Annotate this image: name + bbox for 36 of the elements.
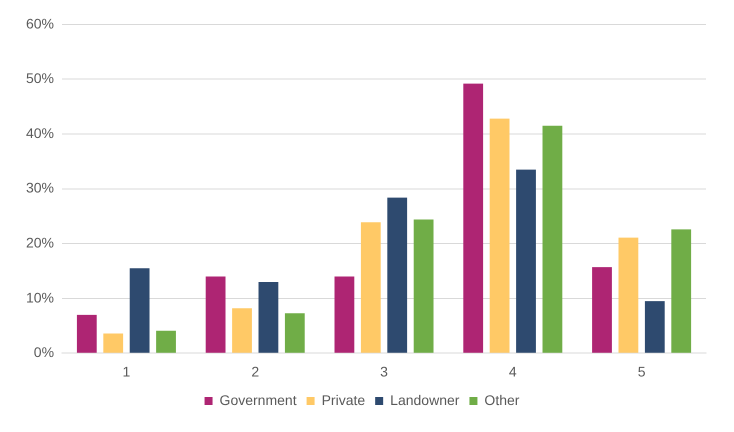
- bar: [258, 282, 278, 353]
- bar: [232, 308, 252, 353]
- x-tick-label: 4: [508, 363, 517, 380]
- y-tick-label: 0%: [34, 344, 54, 360]
- y-tick-label: 30%: [26, 180, 54, 196]
- bar: [156, 330, 176, 353]
- bar: [103, 333, 124, 353]
- y-tick-label: 50%: [26, 70, 54, 86]
- bar: [644, 301, 665, 353]
- bar: [130, 268, 150, 353]
- bar: [618, 238, 638, 353]
- bar: [592, 267, 612, 353]
- x-tick-label: 1: [122, 363, 131, 380]
- x-tick-label: 5: [638, 363, 646, 380]
- legend-label: Landowner: [390, 392, 460, 408]
- bar: [206, 276, 226, 353]
- bar: [334, 276, 354, 353]
- bar: [387, 198, 408, 353]
- bar: [542, 126, 562, 353]
- x-tick-label: 2: [251, 363, 260, 380]
- bar: [671, 229, 692, 353]
- legend-label: Private: [322, 392, 366, 408]
- y-tick-label: 10%: [26, 289, 54, 306]
- y-tick-label: 20%: [26, 234, 54, 250]
- legend-label: Other: [484, 392, 520, 408]
- y-tick-label: 60%: [26, 15, 54, 32]
- bar: [360, 222, 381, 353]
- bar: [516, 170, 536, 353]
- bar: [490, 118, 510, 353]
- x-tick-label: 3: [380, 363, 388, 380]
- bar: [463, 84, 484, 353]
- bar: [284, 313, 305, 353]
- legend-label: Government: [220, 392, 297, 408]
- y-tick-label: 40%: [26, 124, 54, 141]
- bar: [414, 219, 434, 353]
- bar: [76, 314, 97, 353]
